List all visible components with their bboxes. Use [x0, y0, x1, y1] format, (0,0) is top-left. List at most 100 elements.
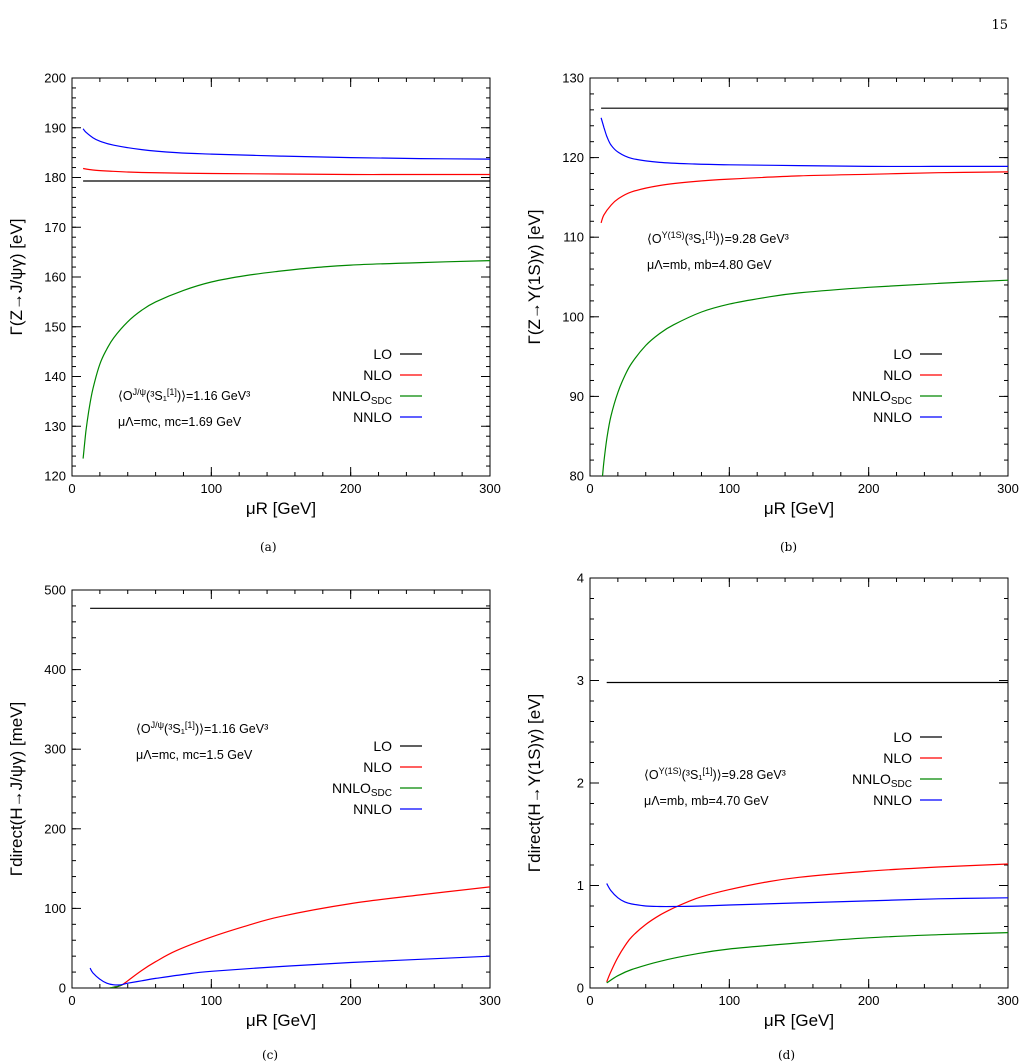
x-tick-label: 300: [997, 993, 1019, 1008]
series-line-nnlo: [600, 117, 1008, 168]
figure-caption-c: (c): [262, 1048, 279, 1062]
legend-label: LO: [373, 346, 392, 362]
page-number: 15: [991, 18, 1008, 33]
y-tick-label: 90: [570, 389, 584, 404]
series-line-nlo: [82, 167, 490, 176]
annotation-text: μΛ=mb, mb=4.80 GeV: [647, 258, 772, 272]
figure-caption-a: (a): [260, 540, 277, 554]
series-line-nnlo: [606, 883, 1008, 908]
series-line-nnlo-sdc: [82, 260, 490, 459]
y-tick-label: 180: [44, 170, 66, 185]
x-tick-label: 200: [340, 481, 362, 496]
x-tick-label: 100: [718, 481, 740, 496]
x-tick-label: 0: [586, 481, 593, 496]
x-tick-label: 0: [68, 993, 75, 1008]
legend-label: NNLOSDC: [332, 388, 392, 407]
y-tick-label: 110: [563, 230, 584, 245]
y-tick-label: 130: [562, 71, 584, 86]
annotation-text: ⟨OΥ(1S)(³S₁[1])⟩=9.28 GeV³: [644, 766, 786, 782]
y-tick-label: 400: [44, 662, 66, 677]
y-tick-label: 100: [44, 901, 66, 916]
y-tick-label: 0: [577, 981, 584, 996]
y-tick-label: 120: [562, 150, 584, 165]
x-tick-label: 0: [68, 481, 75, 496]
y-tick-label: 300: [44, 742, 66, 757]
y-tick-label: 200: [44, 71, 66, 86]
legend-label: NNLOSDC: [852, 771, 912, 790]
y-axis-label: Γ(Z→Υ(1S)γ) [eV]: [525, 210, 544, 345]
x-tick-label: 100: [200, 481, 222, 496]
y-tick-label: 4: [577, 571, 584, 586]
y-tick-label: 0: [59, 981, 66, 996]
annotation-text: ⟨OJ/ψ(³S₁[1])⟩=1.16 GeV³: [136, 720, 268, 736]
annotation-text: μΛ=mc, mc=1.69 GeV: [118, 415, 242, 429]
series-line-nnlo: [89, 955, 490, 986]
y-tick-label: 160: [44, 270, 66, 285]
x-tick-label: 100: [200, 993, 222, 1008]
series-group: [82, 128, 490, 459]
x-tick-label: 300: [997, 481, 1019, 496]
legend-label: NLO: [883, 367, 912, 383]
series-line-nnlo-sdc: [601, 279, 1008, 476]
x-axis-label: μR [GeV]: [246, 1011, 316, 1030]
legend-label: NNLO: [873, 409, 912, 425]
legend-label: NLO: [363, 367, 392, 383]
y-tick-label: 3: [577, 673, 584, 688]
y-axis-label: Γdirect(H→Υ(1S)γ) [eV]: [525, 694, 544, 872]
legend-label: NNLOSDC: [852, 388, 912, 407]
figure-caption-d: (d): [778, 1048, 796, 1062]
series-group: [606, 681, 1008, 984]
y-tick-label: 170: [44, 220, 66, 235]
series-line-nnlo: [82, 128, 490, 160]
legend-label: NNLO: [873, 792, 912, 808]
y-tick-label: 120: [44, 469, 66, 484]
x-tick-label: 300: [479, 481, 501, 496]
x-axis-label: μR [GeV]: [764, 1011, 834, 1030]
annotation-text: ⟨OJ/ψ(³S₁[1])⟩=1.16 GeV³: [118, 387, 250, 403]
x-tick-label: 0: [586, 993, 593, 1008]
y-axis-label: Γ(Z→J/ψγ) [eV]: [7, 219, 26, 336]
legend-label: LO: [373, 738, 392, 754]
series-group: [600, 107, 1008, 476]
x-tick-label: 200: [340, 993, 362, 1008]
legend-label: NNLO: [353, 801, 392, 817]
plot-frame: [589, 77, 1009, 477]
plot-frame: [71, 589, 491, 989]
y-tick-label: 190: [44, 120, 66, 135]
y-tick-label: 1: [577, 878, 584, 893]
y-tick-label: 500: [44, 583, 66, 598]
x-axis-label: μR [GeV]: [764, 499, 834, 518]
y-tick-label: 80: [570, 469, 584, 484]
x-tick-label: 300: [479, 993, 501, 1008]
y-tick-label: 100: [562, 309, 584, 324]
annotation-text: ⟨OΥ(1S)(³S₁[1])⟩=9.28 GeV³: [647, 230, 789, 246]
x-tick-label: 100: [718, 993, 740, 1008]
legend-label: NNLOSDC: [332, 780, 392, 799]
y-tick-label: 200: [44, 821, 66, 836]
x-tick-label: 200: [858, 993, 880, 1008]
legend-label: NNLO: [353, 409, 392, 425]
figure-caption-b: (b): [780, 540, 798, 554]
y-tick-label: 2: [577, 776, 584, 791]
y-tick-label: 130: [44, 419, 66, 434]
series-group: [89, 607, 490, 988]
series-line-nlo: [600, 171, 1008, 224]
legend-label: LO: [893, 729, 912, 745]
series-line-nnlo-sdc: [606, 932, 1008, 984]
legend-label: LO: [893, 346, 912, 362]
y-axis-label: Γdirect(H→J/ψγ) [meV]: [7, 702, 26, 877]
annotation-text: μΛ=mb, mb=4.70 GeV: [644, 794, 769, 808]
x-tick-label: 200: [858, 481, 880, 496]
y-tick-label: 140: [44, 369, 66, 384]
plot-frame: [589, 577, 1009, 989]
legend-label: NLO: [363, 759, 392, 775]
series-line-nlo: [606, 863, 1008, 983]
y-tick-label: 150: [44, 319, 66, 334]
annotation-text: μΛ=mc, mc=1.5 GeV: [136, 748, 253, 762]
legend-label: NLO: [883, 750, 912, 766]
x-axis-label: μR [GeV]: [246, 499, 316, 518]
